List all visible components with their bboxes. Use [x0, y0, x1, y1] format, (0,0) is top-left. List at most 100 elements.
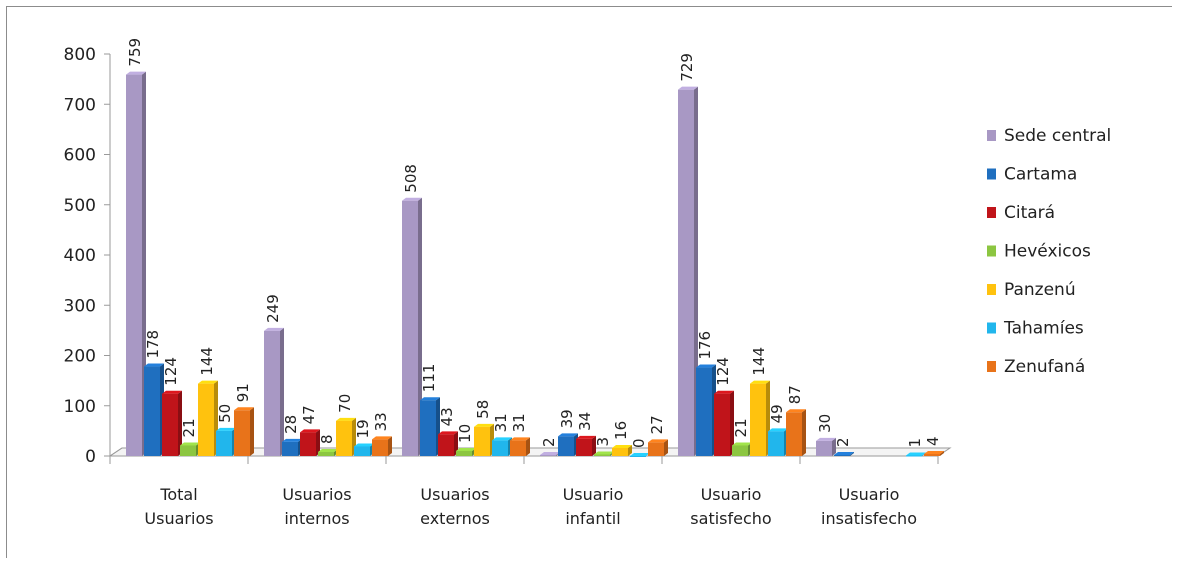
legend-swatch: [987, 322, 996, 334]
bar: [198, 383, 214, 456]
bar: [474, 426, 490, 456]
bar: [282, 441, 298, 456]
data-label: 8: [318, 434, 336, 444]
legend-label: Citará: [1004, 203, 1055, 223]
bar: [420, 400, 436, 456]
y-tick-label: 700: [64, 95, 96, 115]
bar-top: [216, 427, 236, 431]
bar-top: [402, 197, 422, 201]
y-tick-label: 200: [64, 347, 96, 367]
data-label: 33: [372, 412, 390, 431]
data-label: 178: [144, 330, 162, 359]
data-label: 124: [162, 357, 180, 386]
bar-top: [372, 436, 392, 440]
bar-top: [180, 442, 200, 446]
x-tick-label: insatisfecho: [821, 509, 917, 528]
bar-top: [816, 437, 836, 441]
data-label: 729: [678, 53, 696, 82]
legend-swatch: [987, 361, 996, 372]
bar-top: [318, 448, 338, 452]
legend-label: Hevéxicos: [1004, 242, 1091, 262]
bar-top: [162, 390, 182, 394]
bar: [456, 450, 472, 456]
data-label: 21: [180, 418, 198, 437]
data-label: 47: [300, 405, 318, 424]
bar: [318, 451, 334, 456]
bar-side: [250, 407, 254, 456]
bar: [714, 393, 730, 456]
bar: [648, 442, 664, 456]
bar-top: [336, 417, 356, 421]
data-label: 30: [816, 414, 834, 433]
data-label: 759: [126, 38, 144, 67]
bar-top: [786, 409, 806, 413]
bar-side: [178, 390, 182, 456]
bar-top: [558, 433, 578, 437]
data-label: 34: [576, 412, 594, 431]
x-tick-label: externos: [420, 509, 490, 528]
x-tick-label: Usuario: [701, 485, 762, 504]
y-tick-label: 0: [85, 447, 96, 467]
bar-top: [264, 327, 284, 331]
bar: [816, 440, 832, 456]
x-tick-label: Usuarios: [420, 485, 489, 504]
data-label: 111: [420, 364, 438, 393]
bar: [336, 420, 352, 456]
y-tick-label: 500: [64, 196, 96, 216]
legend-label: Tahamíes: [1003, 319, 1084, 339]
data-label: 144: [750, 347, 768, 376]
bar-top: [354, 443, 374, 447]
bar-side: [802, 409, 806, 456]
bar: [732, 445, 748, 456]
bar-side: [280, 327, 284, 456]
bar-top: [648, 439, 668, 443]
bar-top: [456, 447, 476, 451]
data-label: 124: [714, 357, 732, 386]
bar-top: [234, 407, 254, 411]
bar: [630, 456, 646, 457]
legend-swatch: [987, 207, 996, 218]
data-label: 21: [732, 418, 750, 437]
bar-top: [612, 444, 632, 448]
bar-top: [492, 437, 512, 441]
data-label: 91: [234, 383, 252, 402]
bar-top: [906, 452, 926, 456]
bar-top: [630, 453, 650, 456]
data-label: 39: [558, 409, 576, 428]
x-tick-label: Usuario: [563, 485, 624, 504]
data-label: 508: [402, 164, 420, 193]
x-tick-label: Usuarios: [282, 485, 351, 504]
data-label: 2: [834, 437, 852, 447]
legend-swatch: [987, 130, 996, 141]
bar-side: [142, 71, 146, 456]
bar: [558, 436, 574, 456]
bar-top: [594, 451, 614, 455]
bar-side: [526, 437, 530, 456]
data-label: 58: [474, 400, 492, 419]
x-tick-label: satisfecho: [690, 509, 771, 528]
bar: [906, 455, 922, 457]
bar-top: [834, 451, 854, 455]
data-label: 10: [456, 424, 474, 443]
bar: [492, 440, 508, 456]
bar-top: [732, 442, 752, 446]
bar-top: [576, 435, 596, 439]
legend-swatch: [987, 284, 996, 295]
bar-side: [316, 429, 320, 456]
bar-top: [420, 397, 440, 401]
data-label: 144: [198, 347, 216, 376]
bar-top: [474, 423, 494, 427]
bar: [126, 74, 142, 456]
bar: [696, 367, 712, 456]
bar-top: [144, 363, 164, 367]
bar: [438, 434, 454, 456]
bar: [144, 366, 160, 456]
bar-side: [454, 431, 458, 456]
data-label: 19: [354, 419, 372, 438]
bar: [924, 453, 940, 456]
bar-side: [664, 439, 668, 456]
bar: [180, 445, 196, 456]
data-label: 50: [216, 404, 234, 423]
y-tick-label: 300: [64, 296, 96, 316]
legend-label: Zenufaná: [1004, 357, 1085, 377]
